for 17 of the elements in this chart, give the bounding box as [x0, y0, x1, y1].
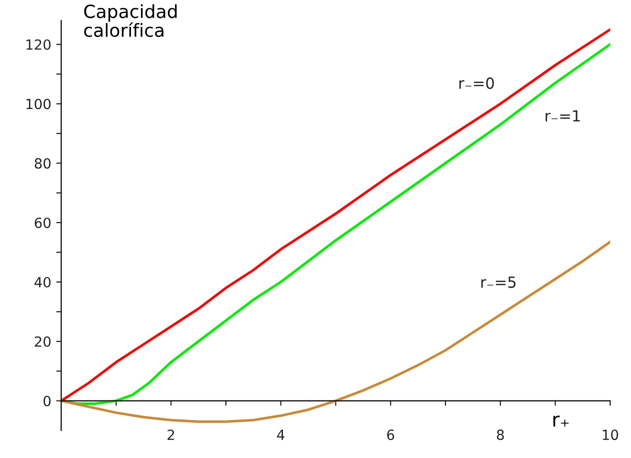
y-tick-label: 120 [26, 39, 51, 50]
x-tick-label: 6 [387, 430, 394, 440]
y-tick-label: 80 [34, 158, 51, 169]
series-label: r₋=5 [481, 276, 516, 288]
y-tick-label: 20 [34, 336, 51, 347]
x-tick-label: 2 [168, 430, 174, 440]
y-tick-label: 40 [34, 276, 51, 288]
series-label: r₋=1 [546, 110, 580, 122]
x-tick-label: 10 [602, 430, 618, 440]
y-axis-title: Capacidad calorífica [84, 4, 177, 38]
y-tick-label: 100 [26, 98, 51, 110]
y-tick-label: 60 [34, 218, 51, 228]
x-tick-label: 4 [277, 430, 284, 440]
x-tick-label: 8 [496, 430, 504, 440]
y-tick-label: 0 [44, 396, 51, 406]
series-label: r₋=0 [459, 77, 494, 89]
x-axis-title: r₊ [553, 416, 569, 427]
